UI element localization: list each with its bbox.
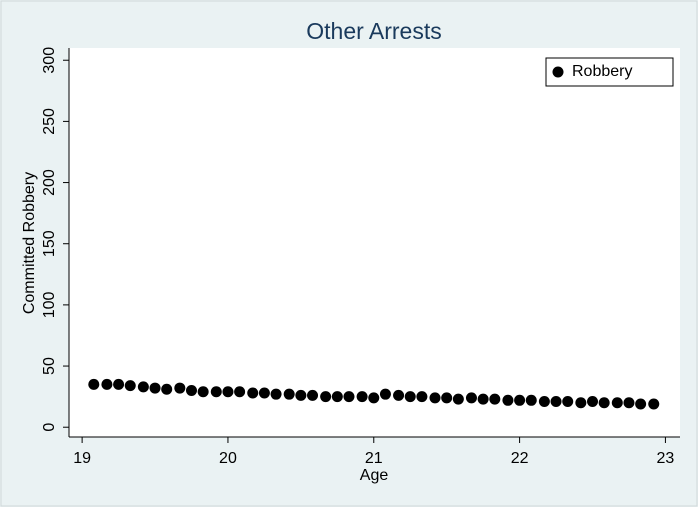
x-tick-label: 20 — [219, 450, 237, 467]
point — [562, 396, 574, 408]
point — [441, 392, 453, 404]
y-tick-label: 250 — [41, 108, 58, 135]
x-tick-label: 22 — [511, 450, 529, 467]
point — [379, 388, 391, 400]
point — [174, 382, 186, 394]
x-tick-label: 23 — [657, 450, 675, 467]
chart-title: Other Arrests — [306, 18, 441, 44]
point — [222, 386, 234, 398]
point — [575, 397, 587, 409]
point — [270, 388, 282, 400]
plot-area — [69, 48, 680, 437]
legend-marker — [552, 66, 564, 78]
point — [489, 393, 501, 405]
point — [295, 389, 307, 401]
y-tick-label: 300 — [41, 47, 58, 74]
point — [587, 396, 599, 408]
point — [416, 391, 428, 403]
point — [514, 394, 526, 406]
x-axis-label: Age — [360, 467, 389, 484]
point — [149, 382, 161, 394]
y-axis-label: Committed Robbery — [21, 172, 38, 314]
point — [465, 392, 477, 404]
y-tick-label: 100 — [41, 291, 58, 318]
legend-label: Robbery — [572, 63, 632, 80]
point — [88, 378, 100, 390]
y-tick-label: 50 — [41, 357, 58, 375]
point — [611, 397, 623, 409]
point — [525, 394, 537, 406]
x-tick-label: 21 — [365, 450, 383, 467]
y-tick-label: 150 — [41, 230, 58, 257]
point — [550, 396, 562, 408]
point — [258, 387, 270, 399]
point — [538, 396, 550, 408]
point — [635, 398, 647, 410]
point — [101, 378, 113, 390]
point — [283, 388, 295, 400]
legend — [545, 57, 674, 87]
point — [598, 397, 610, 409]
point — [623, 397, 635, 409]
y-tick-label: 200 — [41, 169, 58, 196]
point — [648, 398, 660, 410]
point — [452, 393, 464, 405]
point — [343, 391, 355, 403]
y-tick-label: 0 — [41, 423, 58, 432]
x-tick-label: 19 — [73, 450, 91, 467]
point — [234, 386, 246, 398]
point — [124, 380, 136, 392]
point — [429, 392, 441, 404]
point — [161, 383, 173, 395]
point — [247, 387, 259, 399]
point — [320, 391, 332, 403]
point — [477, 393, 489, 405]
point — [197, 386, 209, 398]
point — [185, 385, 197, 397]
point — [137, 381, 149, 393]
point — [502, 394, 514, 406]
point — [393, 389, 405, 401]
point — [331, 391, 343, 403]
point — [210, 386, 222, 398]
point — [356, 391, 368, 403]
point — [307, 389, 319, 401]
point — [404, 391, 416, 403]
point — [368, 392, 380, 404]
point — [113, 378, 125, 390]
